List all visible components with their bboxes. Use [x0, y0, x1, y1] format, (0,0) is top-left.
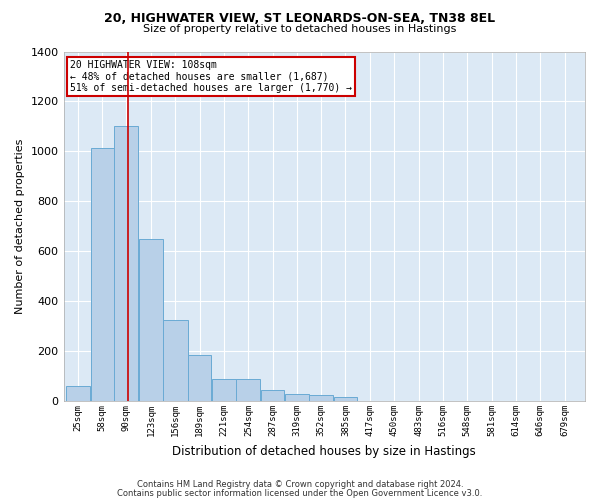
X-axis label: Distribution of detached houses by size in Hastings: Distribution of detached houses by size …	[172, 444, 476, 458]
Bar	[236, 378, 260, 401]
Text: Contains HM Land Registry data © Crown copyright and database right 2024.: Contains HM Land Registry data © Crown c…	[137, 480, 463, 489]
Y-axis label: Number of detached properties: Number of detached properties	[15, 138, 25, 314]
Bar	[139, 239, 163, 401]
Text: 20, HIGHWATER VIEW, ST LEONARDS-ON-SEA, TN38 8EL: 20, HIGHWATER VIEW, ST LEONARDS-ON-SEA, …	[104, 12, 496, 26]
Bar	[212, 378, 236, 401]
Text: Contains public sector information licensed under the Open Government Licence v3: Contains public sector information licen…	[118, 489, 482, 498]
Bar	[334, 398, 357, 401]
Text: 20 HIGHWATER VIEW: 108sqm
← 48% of detached houses are smaller (1,687)
51% of se: 20 HIGHWATER VIEW: 108sqm ← 48% of detac…	[70, 60, 352, 94]
Bar	[91, 148, 114, 401]
Bar	[115, 126, 139, 401]
Bar	[163, 320, 188, 401]
Text: Size of property relative to detached houses in Hastings: Size of property relative to detached ho…	[143, 24, 457, 34]
Bar	[309, 395, 334, 401]
Bar	[66, 386, 90, 401]
Bar	[261, 390, 284, 401]
Bar	[284, 394, 309, 401]
Bar	[188, 355, 211, 401]
